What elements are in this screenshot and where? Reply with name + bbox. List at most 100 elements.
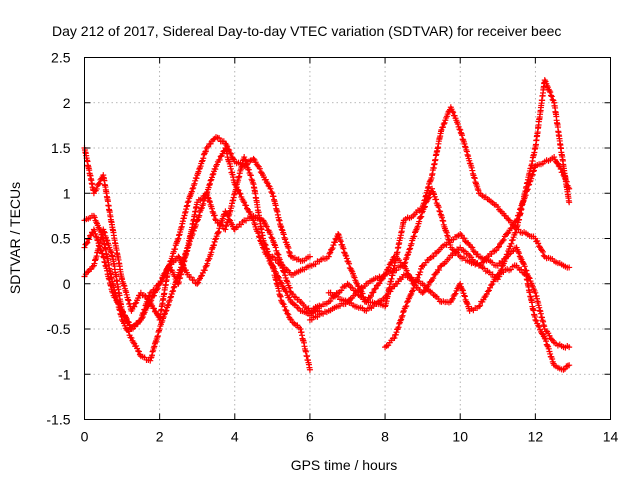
data-marker bbox=[207, 140, 214, 147]
data-point bbox=[457, 230, 464, 237]
data-marker bbox=[243, 202, 250, 209]
data-marker bbox=[504, 230, 511, 237]
data-marker bbox=[338, 287, 345, 294]
data-marker bbox=[544, 342, 551, 349]
data-marker bbox=[268, 234, 275, 241]
data-point bbox=[541, 335, 548, 342]
data-marker bbox=[430, 253, 437, 260]
data-marker bbox=[151, 305, 158, 312]
data-marker bbox=[93, 219, 100, 226]
data-marker bbox=[459, 286, 466, 293]
data-marker bbox=[163, 268, 170, 275]
data-marker bbox=[224, 212, 231, 219]
data-marker bbox=[483, 291, 490, 298]
data-marker bbox=[255, 233, 262, 240]
series-track-6 bbox=[306, 154, 573, 314]
data-marker bbox=[170, 248, 177, 255]
data-marker bbox=[191, 180, 198, 187]
data-marker bbox=[406, 246, 413, 253]
data-marker bbox=[275, 251, 282, 258]
data-marker bbox=[528, 175, 535, 182]
data-marker bbox=[198, 205, 205, 212]
y-tick-label: -0.5 bbox=[46, 321, 70, 337]
data-marker bbox=[543, 338, 550, 345]
data-marker bbox=[387, 288, 394, 295]
data-marker bbox=[198, 272, 205, 279]
data-point bbox=[306, 366, 313, 373]
data-marker bbox=[508, 240, 515, 247]
data-marker bbox=[470, 248, 477, 255]
data-marker bbox=[376, 280, 383, 287]
data-marker bbox=[400, 309, 407, 316]
data-marker bbox=[86, 236, 93, 243]
data-marker bbox=[225, 213, 232, 220]
data-marker bbox=[456, 126, 463, 133]
data-point bbox=[175, 253, 182, 260]
data-marker bbox=[440, 121, 447, 128]
data-marker bbox=[204, 260, 211, 267]
data-marker bbox=[519, 198, 526, 205]
data-marker bbox=[170, 287, 177, 294]
data-point bbox=[184, 199, 191, 206]
data-point bbox=[494, 244, 501, 251]
data-marker bbox=[151, 286, 158, 293]
data-marker bbox=[287, 315, 294, 322]
x-axis-label: GPS time / hours bbox=[291, 457, 398, 473]
data-marker bbox=[283, 277, 290, 284]
data-marker bbox=[131, 323, 138, 330]
data-marker bbox=[116, 301, 123, 308]
data-marker bbox=[495, 243, 502, 250]
data-marker bbox=[271, 241, 278, 248]
data-marker bbox=[557, 165, 564, 172]
data-marker bbox=[164, 302, 171, 309]
data-marker bbox=[286, 294, 293, 301]
data-marker bbox=[548, 92, 555, 99]
data-marker bbox=[461, 235, 468, 242]
data-marker bbox=[91, 214, 98, 221]
data-point bbox=[494, 203, 501, 210]
data-marker bbox=[509, 236, 516, 243]
data-marker bbox=[282, 236, 289, 243]
data-marker bbox=[286, 284, 293, 291]
series-track-8 bbox=[325, 262, 573, 373]
data-marker bbox=[402, 303, 409, 310]
data-marker bbox=[213, 161, 220, 168]
data-marker bbox=[120, 309, 127, 316]
data-marker bbox=[524, 187, 531, 194]
data-marker bbox=[96, 225, 103, 232]
data-marker bbox=[407, 292, 414, 299]
data-marker bbox=[169, 288, 176, 295]
data-marker bbox=[449, 108, 456, 115]
data-marker bbox=[284, 310, 291, 317]
data-marker bbox=[371, 286, 378, 293]
data-marker bbox=[209, 171, 216, 178]
data-point bbox=[457, 280, 464, 287]
data-marker bbox=[109, 252, 116, 259]
data-marker bbox=[367, 293, 374, 300]
data-marker bbox=[407, 245, 414, 252]
data-marker bbox=[267, 231, 274, 238]
data-marker bbox=[459, 287, 466, 294]
data-marker bbox=[104, 237, 111, 244]
data-marker bbox=[281, 303, 288, 310]
data-marker bbox=[208, 205, 215, 212]
data-marker bbox=[516, 250, 523, 257]
data-marker bbox=[461, 292, 468, 299]
data-marker bbox=[93, 185, 100, 192]
data-marker bbox=[211, 212, 218, 219]
data-marker bbox=[263, 245, 270, 252]
data-marker bbox=[418, 213, 425, 220]
data-marker bbox=[454, 121, 461, 127]
data-marker bbox=[216, 135, 223, 142]
data-marker bbox=[235, 187, 242, 194]
data-point bbox=[128, 335, 135, 342]
data-marker bbox=[215, 228, 222, 235]
data-marker bbox=[416, 218, 423, 225]
data-marker bbox=[200, 200, 207, 207]
data-marker bbox=[436, 267, 443, 274]
data-marker bbox=[190, 184, 197, 191]
data-marker bbox=[475, 187, 482, 194]
data-marker bbox=[187, 274, 194, 281]
data-marker bbox=[430, 275, 437, 282]
data-marker bbox=[122, 314, 129, 321]
